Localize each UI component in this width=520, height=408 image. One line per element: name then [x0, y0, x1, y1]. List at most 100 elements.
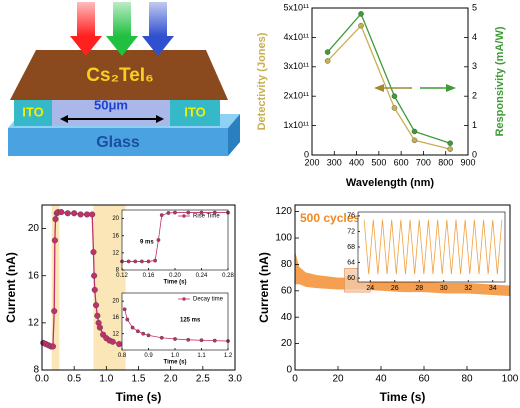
- data-point: [391, 93, 398, 99]
- light-arrow-head: [70, 36, 102, 56]
- data-point: [109, 338, 116, 345]
- plot-area: [312, 8, 468, 155]
- ito-left: [14, 100, 52, 126]
- x-axis-title: Wavelength (nm): [346, 177, 435, 189]
- x-tick-label: 20: [332, 374, 344, 385]
- data-point: [324, 58, 331, 64]
- data-point: [411, 128, 418, 135]
- y2-tick-label: 1: [472, 120, 477, 130]
- y-tick-label: 60: [347, 275, 355, 282]
- y-tick-label: 3x10¹¹: [283, 61, 309, 71]
- data-point: [91, 272, 98, 279]
- x-axis-title: Time (s): [116, 390, 162, 404]
- y-tick-label: 0: [304, 149, 309, 159]
- x-tick-label: 2.0: [164, 374, 178, 385]
- y-axis-title: Current (nA): [257, 252, 271, 323]
- y-tick-label: 4x10¹¹: [283, 32, 309, 42]
- annotation: 125 ms: [180, 318, 201, 324]
- data-point: [122, 307, 127, 312]
- data-point: [51, 308, 58, 315]
- data-point: [186, 337, 191, 342]
- data-point: [133, 259, 138, 264]
- data-point: [96, 324, 103, 331]
- data-point: [89, 211, 96, 218]
- x-axis-title: Time (s): [164, 360, 187, 366]
- y2-tick-label: 0: [472, 149, 477, 159]
- gap-arrow-head: [156, 115, 164, 123]
- x-tick-label: 32: [464, 285, 472, 292]
- y-tick-label: 1x10¹¹: [283, 120, 309, 130]
- light-arrow-head: [142, 36, 174, 56]
- data-point: [358, 11, 364, 17]
- x-tick-label: 500: [371, 157, 386, 167]
- data-point: [153, 258, 158, 263]
- plot-frame: [294, 204, 511, 371]
- data-point: [447, 146, 453, 152]
- plot-area: [122, 210, 228, 270]
- light-arrow: [149, 2, 167, 36]
- plot-frame: [311, 7, 469, 156]
- x-tick-label: 60: [418, 374, 430, 385]
- data-point: [92, 302, 100, 309]
- x-tick-label: 600: [394, 157, 409, 167]
- electrode-label: ITO: [184, 104, 205, 119]
- ito-right: [170, 100, 220, 126]
- x-axis-title: Time (s): [380, 390, 426, 404]
- y2-tick-label: 4: [472, 32, 477, 42]
- y2-axis-title: Responsivity (mA/W): [494, 26, 506, 136]
- y-tick-label: 100: [275, 233, 292, 244]
- data-point: [141, 331, 146, 336]
- x-tick-label: 28: [415, 285, 423, 292]
- data-point: [199, 210, 204, 215]
- data-point: [447, 140, 453, 147]
- y-tick-label: 16: [112, 233, 119, 239]
- legend-marker: [182, 297, 186, 301]
- y2-tick-label: 5: [472, 2, 477, 12]
- x-tick-label: 0.8: [118, 353, 127, 359]
- y2-tick-label: 3: [472, 61, 477, 71]
- legend-label: Rise Time: [193, 214, 220, 220]
- x-tick-label: 0.5: [67, 374, 81, 385]
- data-point: [71, 210, 78, 217]
- x-tick-label: 26: [391, 285, 399, 292]
- data-point: [52, 216, 59, 223]
- data-point: [77, 211, 84, 218]
- data-point: [94, 312, 101, 319]
- x-tick-label: 1.1: [197, 353, 206, 359]
- x-tick-label: 34: [489, 285, 497, 292]
- y-tick-label: 20: [112, 299, 119, 305]
- highlight-band: [51, 205, 60, 370]
- y-tick-label: 16: [112, 315, 119, 321]
- x-tick-label: 80: [461, 374, 473, 385]
- data-point: [199, 338, 204, 343]
- annotation: 9 ms: [140, 240, 154, 246]
- x-tick-label: 30: [440, 285, 448, 292]
- data-point: [58, 209, 65, 216]
- glass-side: [228, 114, 240, 156]
- y-tick-label: 12: [112, 250, 119, 256]
- x-tick-label: 1.2: [224, 353, 233, 359]
- data-point: [51, 237, 58, 244]
- data-point: [146, 259, 151, 264]
- x-tick-label: 0.20: [169, 273, 181, 279]
- glass-front: [8, 128, 228, 156]
- data-point: [126, 259, 131, 264]
- y-tick-label: 20: [281, 338, 293, 349]
- axis-arrow-head: [374, 84, 384, 92]
- x-tick-label: 900: [460, 157, 475, 167]
- x-tick-label: 300: [327, 157, 342, 167]
- y2-tick-label: 2: [472, 91, 477, 101]
- x-tick-label: 1.0: [171, 353, 180, 359]
- x-tick-label: 2.5: [196, 374, 210, 385]
- data-point: [49, 343, 56, 350]
- annotation: 500 cycles: [300, 211, 360, 225]
- data-point: [173, 337, 177, 341]
- data-point: [125, 317, 130, 322]
- x-tick-label: 24: [366, 285, 374, 292]
- light-arrow: [113, 2, 131, 36]
- x-axis-title: Time (s): [164, 280, 187, 286]
- y-tick-label: 76: [347, 213, 355, 220]
- y-axis-title: Current (nA): [4, 252, 18, 323]
- device-schematic: Glass ITO ITO 50μm Cs₂TeI₆: [8, 2, 240, 156]
